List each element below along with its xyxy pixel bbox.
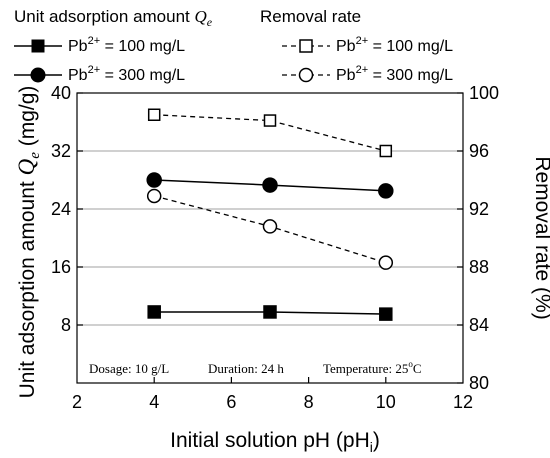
left-y-tick-label: 32 bbox=[51, 141, 71, 161]
data-point-r300 bbox=[146, 188, 162, 204]
series bbox=[146, 108, 394, 321]
data-point-r100 bbox=[379, 144, 393, 158]
left-y-tick-label: 40 bbox=[51, 83, 71, 103]
condition-dosage: Dosage: 10 g/L bbox=[89, 361, 169, 376]
plot-frame bbox=[76, 92, 464, 384]
legend-entry-q100: Pb2+ = 100 mg/L bbox=[14, 35, 185, 55]
right-y-axis-label: Removal rate (%) bbox=[531, 156, 550, 319]
left-y-tick-label: 16 bbox=[51, 257, 71, 277]
legend-right-title: Removal rate bbox=[260, 7, 361, 26]
x-tick-label: 4 bbox=[149, 392, 159, 412]
data-point-r300 bbox=[262, 219, 278, 234]
data-point-r100 bbox=[147, 108, 161, 121]
left-y-axis-label: Unit adsorption amount Qe (mg/g) bbox=[14, 86, 43, 399]
data-point-q300 bbox=[378, 183, 394, 199]
x-tick-label: 8 bbox=[304, 392, 314, 412]
x-tick-label: 12 bbox=[453, 392, 473, 412]
legend-entry-r100: Pb2+ = 100 mg/L bbox=[282, 35, 453, 55]
data-point-r300 bbox=[378, 255, 394, 270]
data-point-q100 bbox=[379, 307, 393, 321]
legend-entry-q300: Pb2+ = 300 mg/L bbox=[14, 64, 185, 84]
legend-marker-r300 bbox=[298, 67, 314, 83]
legend-left-title: Unit adsorption amount Qe bbox=[14, 7, 213, 29]
left-y-tick-label: 8 bbox=[61, 315, 71, 335]
legend-label-r300: Pb2+ = 300 mg/L bbox=[336, 64, 453, 84]
data-point-q300 bbox=[262, 177, 278, 193]
data-point-r100 bbox=[263, 114, 277, 127]
right-y-tick-label: 88 bbox=[469, 257, 489, 277]
legend-marker-q300 bbox=[30, 67, 46, 83]
x-tick-label: 10 bbox=[376, 392, 396, 412]
right-y-tick-label: 84 bbox=[469, 315, 489, 335]
grid bbox=[77, 150, 463, 326]
legend-label-q300: Pb2+ = 300 mg/L bbox=[68, 64, 185, 84]
legend-label-r100: Pb2+ = 100 mg/L bbox=[336, 35, 453, 55]
data-point-q100 bbox=[147, 305, 161, 319]
legend-marker-r100 bbox=[299, 39, 313, 53]
right-y-tick-label: 96 bbox=[469, 141, 489, 161]
condition-duration: Duration: 24 h bbox=[208, 361, 284, 376]
x-axis-label: Initial solution pH (pHi) bbox=[170, 429, 380, 455]
right-y-tick-label: 100 bbox=[469, 83, 499, 103]
x-tick-label: 6 bbox=[226, 392, 236, 412]
x-tick-label: 2 bbox=[72, 392, 82, 412]
legend-marker-q100 bbox=[31, 39, 45, 53]
data-point-q300 bbox=[146, 172, 162, 188]
right-y-tick-label: 80 bbox=[469, 373, 489, 393]
data-point-q100 bbox=[263, 305, 277, 319]
series-line-r100 bbox=[154, 114, 386, 152]
left-y-tick-label: 24 bbox=[51, 199, 71, 219]
right-y-tick-label: 92 bbox=[469, 199, 489, 219]
condition-temperature: Temperature: 25oC bbox=[323, 359, 422, 376]
legend-label-q100: Pb2+ = 100 mg/L bbox=[68, 35, 185, 55]
legend-entry-r300: Pb2+ = 300 mg/L bbox=[282, 64, 453, 84]
